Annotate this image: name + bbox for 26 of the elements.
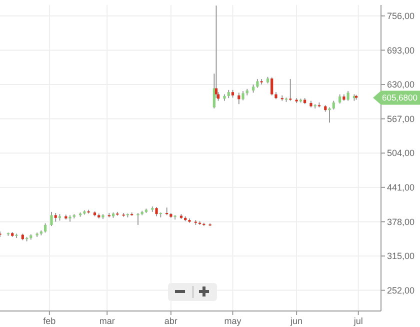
x-tick-label: may: [224, 316, 242, 326]
y-tick-label: 630,00: [387, 80, 415, 90]
candlestick: [44, 222, 47, 234]
candlestick: [338, 94, 342, 104]
x-tick-label: feb: [43, 316, 56, 326]
y-tick-label: 504,00: [387, 148, 415, 158]
y-tick-label: 441,00: [387, 182, 415, 193]
candlestick: [242, 90, 244, 101]
candlestick: [50, 211, 53, 227]
y-tick-label: 567,00: [387, 114, 415, 124]
x-tick-label: abr: [164, 316, 178, 326]
text: 605,6800: [382, 92, 418, 103]
x-tick-label: mar: [99, 316, 115, 326]
y-tick-label: 756,00: [387, 11, 415, 22]
y-tick-label: 315,00: [387, 251, 415, 262]
x-tick-label: jul: [352, 316, 363, 326]
x-tick-label: jun: [290, 316, 303, 326]
candlestick: [270, 76, 274, 96]
y-tick-label: 693,00: [387, 45, 415, 56]
y-tick-label: 378,00: [387, 216, 415, 227]
candlestick: [136, 212, 140, 226]
candlestick: [328, 106, 331, 124]
candlestick: [346, 90, 350, 102]
candlestick: [289, 78, 292, 102]
candlestick: [155, 206, 158, 217]
y-tick-label: 252,00: [387, 285, 415, 296]
